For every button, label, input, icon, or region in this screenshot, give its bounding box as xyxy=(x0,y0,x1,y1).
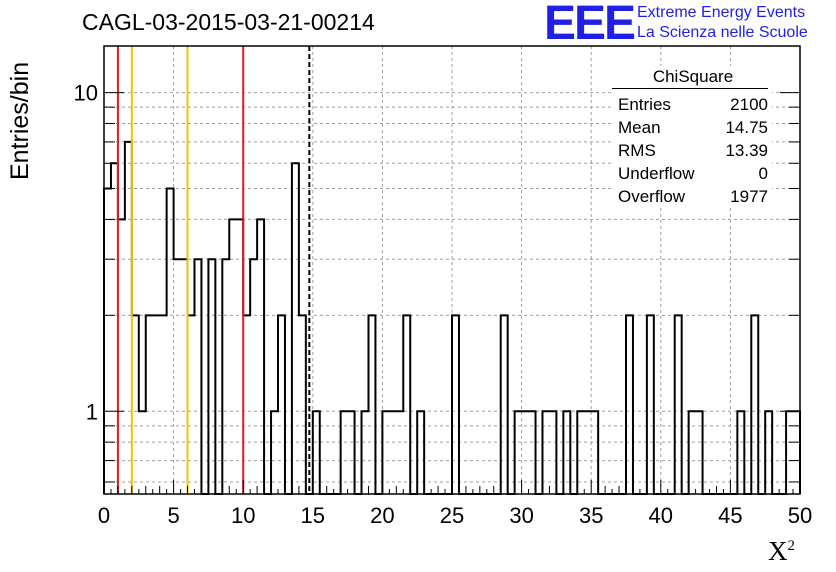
histogram-bin xyxy=(139,411,146,494)
histogram-bin xyxy=(549,411,556,494)
stats-label: Entries xyxy=(618,95,671,114)
histogram-bin xyxy=(403,315,410,494)
histogram-bin xyxy=(243,315,250,494)
x-tick-label: 10 xyxy=(231,503,255,528)
stats-row-underflow: Underflow 0 xyxy=(612,162,772,185)
chart-title: CAGL-03-2015-03-21-00214 xyxy=(82,9,375,35)
histogram-bin xyxy=(236,219,243,494)
x-axis-label-base: X xyxy=(768,536,788,566)
histogram-bin xyxy=(181,259,188,494)
histogram-bin xyxy=(278,315,285,494)
histogram-bin xyxy=(529,411,536,494)
histogram-bin xyxy=(153,315,160,494)
histogram-bin xyxy=(591,411,598,494)
y-tick-label: 1 xyxy=(86,399,98,424)
histogram-bin xyxy=(194,259,201,494)
logo-tagline-1: Extreme Energy Events xyxy=(637,4,806,21)
stats-row-entries: Entries 2100 xyxy=(612,93,772,116)
histogram-bin xyxy=(396,411,403,494)
histogram-bin xyxy=(751,315,758,494)
y-tick-label: 10 xyxy=(74,81,98,106)
histogram-bin xyxy=(146,315,153,494)
histogram-bin xyxy=(452,315,459,494)
histogram-bin xyxy=(382,411,389,494)
x-tick-label: 20 xyxy=(370,503,394,528)
histogram-bin xyxy=(675,315,682,494)
histogram-bin xyxy=(174,259,181,494)
x-tick-label: 50 xyxy=(788,503,812,528)
histogram-bin xyxy=(313,411,320,494)
histogram-bin xyxy=(362,411,369,494)
histogram-bin xyxy=(250,259,257,494)
histogram-bin xyxy=(111,163,118,494)
x-axis-label-superscript: 2 xyxy=(787,538,796,554)
histogram-bin xyxy=(125,142,132,494)
histogram-bin xyxy=(584,411,591,494)
histogram-bin xyxy=(271,411,278,494)
histogram-bin xyxy=(341,411,348,494)
histogram-bin xyxy=(737,411,744,494)
histogram-bin xyxy=(577,411,584,494)
histogram-series xyxy=(103,140,801,495)
stats-label: Mean xyxy=(618,118,661,137)
histogram-bin xyxy=(501,315,508,494)
histogram-bin xyxy=(368,315,375,494)
stats-row-overflow: Overflow 1977 xyxy=(612,185,772,208)
histogram-bin xyxy=(104,189,111,494)
histogram-bin xyxy=(522,411,529,494)
x-tick-label: 45 xyxy=(718,503,742,528)
histogram-bin xyxy=(542,411,549,494)
x-tick-label: 30 xyxy=(509,503,533,528)
histogram-bin xyxy=(299,315,306,494)
histogram-bin xyxy=(417,411,424,494)
histogram-bin xyxy=(167,189,174,494)
x-tick-label: 0 xyxy=(98,503,110,528)
histogram-bin xyxy=(765,411,772,494)
x-tick-label: 25 xyxy=(440,503,464,528)
y-axis-label: Entries/bin xyxy=(6,61,34,180)
histogram-bin xyxy=(188,315,195,494)
histogram-bin xyxy=(696,411,703,494)
logo-tagline-2: La Scienza nelle Scuole xyxy=(637,24,808,41)
histogram-bin xyxy=(118,219,125,494)
histogram-bin xyxy=(515,411,522,494)
stats-value: 2100 xyxy=(730,95,768,114)
histogram-bin xyxy=(132,315,139,494)
histogram-bin xyxy=(689,411,696,494)
histogram-bin xyxy=(257,219,264,494)
stats-label: RMS xyxy=(618,141,656,160)
stats-label: Underflow xyxy=(618,164,695,183)
stats-value: 13.39 xyxy=(725,141,768,160)
x-tick-label: 15 xyxy=(301,503,325,528)
x-tick-label: 5 xyxy=(167,503,179,528)
histogram-bin xyxy=(229,219,236,494)
histogram-bin xyxy=(348,411,355,494)
stats-row-mean: Mean 14.75 xyxy=(612,116,772,139)
histogram-bin xyxy=(626,315,633,494)
statistics-box: ChiSquare Entries 2100 Mean 14.75 RMS 13.39… xyxy=(612,66,772,208)
stats-row-rms: RMS 13.39 xyxy=(612,139,772,162)
histogram-bin xyxy=(389,411,396,494)
stats-title: ChiSquare xyxy=(612,66,768,89)
histogram-bin xyxy=(222,259,229,494)
histogram-bin xyxy=(160,315,167,494)
stats-value: 1977 xyxy=(730,187,768,206)
x-tick-label: 40 xyxy=(649,503,673,528)
histogram-bin xyxy=(292,163,299,494)
histogram-bin xyxy=(208,259,215,494)
stats-label: Overflow xyxy=(618,187,686,206)
stats-value: 14.75 xyxy=(725,118,768,137)
histogram-bin xyxy=(647,315,654,494)
x-tick-label: 35 xyxy=(579,503,603,528)
x-axis-label: X2 xyxy=(768,536,795,567)
histogram-bin xyxy=(563,411,570,494)
stats-value: 0 xyxy=(758,164,768,183)
eee-logo: EEE xyxy=(544,0,636,50)
